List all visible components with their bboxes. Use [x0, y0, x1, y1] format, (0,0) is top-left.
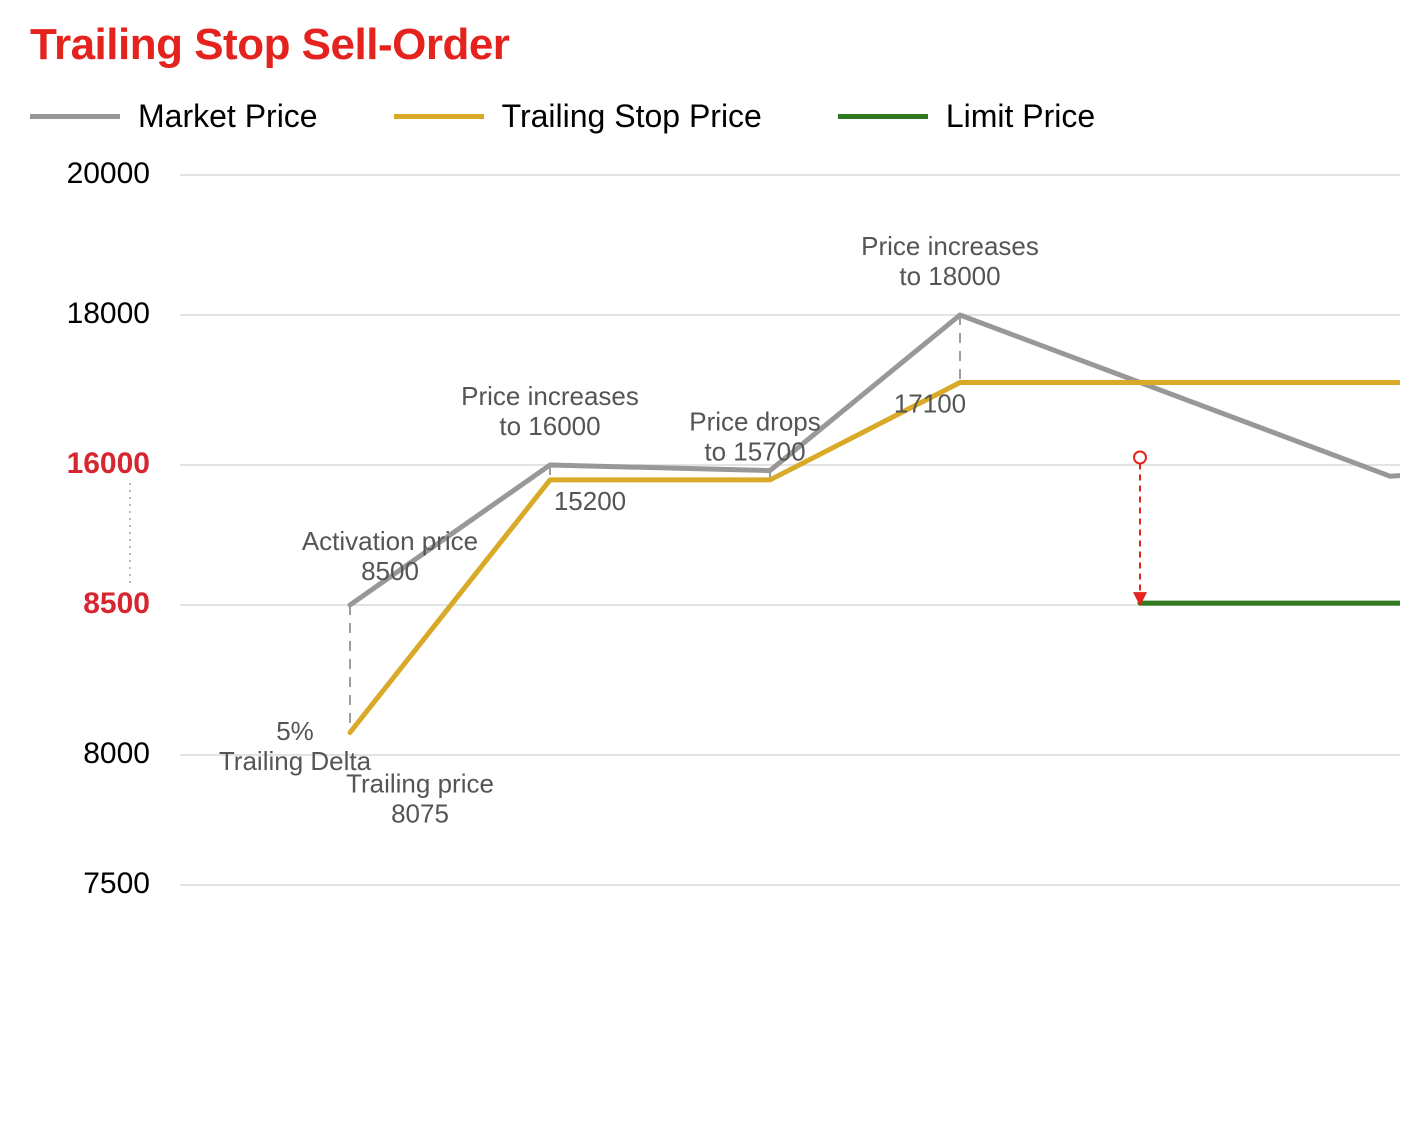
- trigger-marker: [1134, 452, 1146, 464]
- legend-label-limit: Limit Price: [946, 98, 1095, 135]
- y-tick-label: 18000: [67, 297, 150, 330]
- legend-label-trailing: Trailing Stop Price: [502, 98, 762, 135]
- chart-annotation: 8075: [391, 799, 449, 829]
- series-market-price: [350, 315, 1400, 605]
- chart-legend: Market Price Trailing Stop Price Limit P…: [30, 98, 1396, 135]
- legend-swatch-limit: [838, 114, 928, 119]
- chart-annotation: Activation price: [302, 526, 478, 556]
- chart-annotation: 5%: [276, 716, 314, 746]
- legend-swatch-market: [30, 114, 120, 119]
- chart-annotation: Trailing price: [346, 769, 494, 799]
- y-tick-label: 8000: [83, 737, 150, 770]
- chart-annotation: to 15700: [704, 437, 805, 467]
- y-tick-label: 16000: [67, 447, 150, 480]
- page-title: Trailing Stop Sell-Order: [30, 20, 1396, 70]
- chart-annotation: to 18000: [899, 261, 1000, 291]
- legend-swatch-trailing: [394, 114, 484, 119]
- chart-annotation: Price increases: [861, 231, 1039, 261]
- y-tick-label: 20000: [67, 157, 150, 190]
- chart-annotation: Price drops: [689, 407, 821, 437]
- chart-annotation: 15200: [554, 486, 626, 516]
- y-tick-label: 7500: [83, 867, 150, 900]
- y-tick-label: 8500: [83, 587, 150, 620]
- chart-annotation: 8500: [361, 556, 419, 586]
- chart-annotation: Price increases: [461, 381, 639, 411]
- chart: 200001800080007500160008500Activation pr…: [30, 155, 1396, 955]
- chart-annotation: to 16000: [499, 411, 600, 441]
- legend-label-market: Market Price: [138, 98, 318, 135]
- chart-annotation: 17100: [894, 389, 966, 419]
- chart-svg: 200001800080007500160008500Activation pr…: [30, 155, 1400, 955]
